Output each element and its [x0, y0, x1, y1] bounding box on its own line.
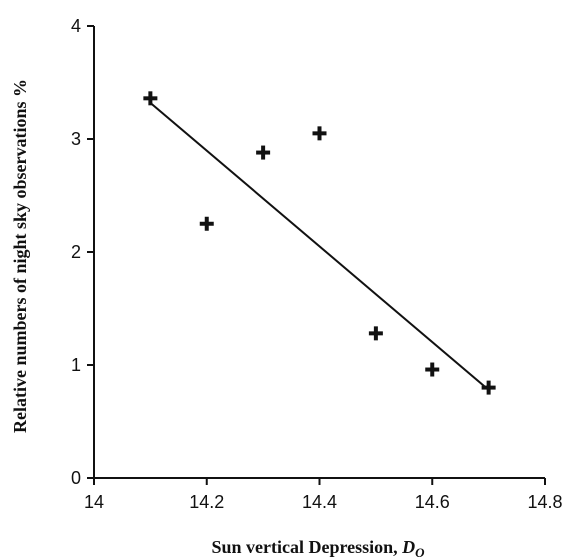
- axes: [93, 26, 545, 479]
- x-axis-title-text: Sun vertical Depression,: [211, 537, 402, 557]
- y-tick-label: 4: [71, 16, 81, 36]
- data-point: [199, 216, 214, 231]
- x-tick-label: 14: [84, 492, 104, 512]
- y-tick-label: 2: [71, 242, 81, 262]
- trend-line: [149, 102, 490, 391]
- y-ticks: 0 1 2 3 4: [71, 16, 94, 488]
- x-tick-label: 14.6: [415, 492, 450, 512]
- data-point: [425, 362, 440, 377]
- data-point: [481, 380, 496, 395]
- y-tick-label: 1: [71, 355, 81, 375]
- data-points: [143, 91, 496, 395]
- data-point: [256, 145, 271, 160]
- x-tick-label: 14.8: [527, 492, 562, 512]
- y-axis-title: Relative numbers of night sky observatio…: [10, 79, 30, 433]
- trend-line-group: [149, 102, 490, 391]
- data-point: [143, 91, 158, 106]
- y-tick-label: 3: [71, 129, 81, 149]
- y-tick-label: 0: [71, 468, 81, 488]
- x-tick-label: 14.4: [302, 492, 337, 512]
- x-axis-title-symbol: D: [401, 537, 415, 557]
- x-ticks: 14 14.2 14.4 14.6 14.8: [84, 478, 563, 512]
- x-axis-title: Sun vertical Depression, DO: [211, 537, 425, 559]
- x-axis-title-subscript: O: [415, 545, 425, 559]
- data-point: [368, 326, 383, 341]
- data-point: [312, 126, 327, 141]
- x-tick-label: 14.2: [189, 492, 224, 512]
